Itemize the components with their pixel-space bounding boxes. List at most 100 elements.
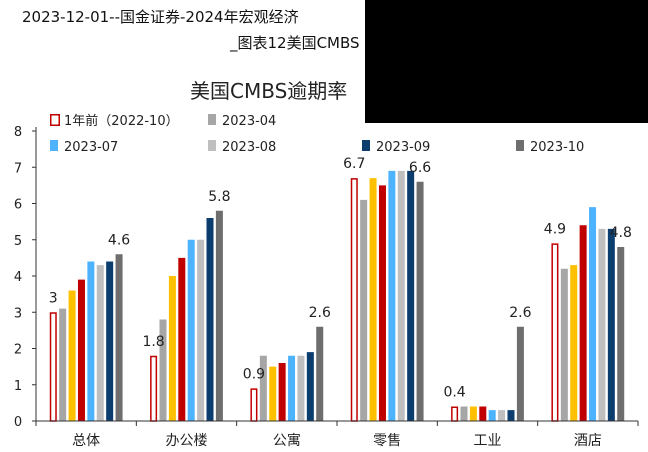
bar [598, 228, 606, 421]
data-label: 2.6 [509, 305, 531, 321]
bar [297, 355, 305, 421]
legend-label: 2023-10 [530, 140, 584, 155]
chart-legend: 1年前（2022-10） 2023-04 2023-07 2023-08 2023-09… [50, 113, 584, 155]
y-tick-label: 6 [14, 198, 22, 213]
bar [551, 243, 559, 422]
bar [369, 178, 377, 421]
bar [570, 265, 578, 421]
data-label: 4.8 [610, 225, 632, 241]
bar [68, 290, 76, 421]
data-labels: 3 4.6 1.8 5.8 0.9 2.6 6.7 6.6 0.4 2.6 4.9 4.8 [49, 156, 632, 400]
legend-swatch [50, 140, 58, 151]
bar [617, 247, 625, 421]
x-tick-label: 酒店 [574, 433, 602, 449]
bar [589, 207, 597, 421]
data-label: 5.8 [208, 189, 230, 205]
bar [250, 388, 258, 422]
legend-label: 1年前（2022-10） [64, 113, 179, 129]
bar [451, 406, 459, 422]
bar [316, 326, 324, 421]
bar [96, 265, 104, 421]
bars-group [49, 170, 625, 422]
data-label: 1.8 [142, 334, 164, 350]
bar [59, 308, 67, 421]
y-tick-label: 1 [14, 379, 22, 394]
y-tick-label: 2 [14, 343, 22, 358]
y-axis: 0 1 2 3 4 5 6 7 8 [14, 125, 37, 430]
y-tick-label: 0 [14, 415, 22, 430]
data-label: 6.7 [343, 156, 365, 172]
bar [360, 199, 368, 421]
bar [77, 279, 85, 421]
legend-label: 2023-07 [64, 140, 118, 155]
x-tick-label: 办公楼 [166, 433, 208, 449]
legend-swatch [208, 114, 216, 125]
bar [306, 352, 314, 421]
legend-swatch [208, 140, 216, 151]
bar [215, 210, 223, 421]
bar [460, 406, 468, 421]
redaction-box [365, 0, 648, 123]
bar [197, 239, 205, 421]
bar [178, 257, 186, 421]
bar [159, 319, 167, 421]
data-label: 2.6 [309, 305, 331, 321]
x-tick-label: 公寓 [273, 432, 301, 449]
legend-item: 2023-09 [362, 140, 430, 155]
x-axis: 总体 办公楼 公寓 零售 工业 酒店 [35, 420, 639, 449]
bar [87, 261, 95, 421]
bar [49, 312, 57, 422]
legend-item: 2023-08 [208, 140, 276, 155]
bar [350, 178, 358, 422]
legend-swatch [362, 140, 370, 151]
bar [168, 276, 176, 421]
bar [278, 363, 286, 421]
legend-label: 2023-08 [222, 140, 276, 155]
bar [407, 170, 415, 421]
bar [150, 355, 158, 422]
legend-item: 1年前（2022-10） [50, 113, 179, 129]
data-label: 4.9 [544, 221, 566, 237]
y-tick-label: 4 [14, 270, 22, 285]
data-label: 3 [49, 290, 58, 306]
bar [388, 170, 396, 421]
bar [579, 225, 587, 421]
legend-swatch [516, 140, 524, 151]
legend-item: 2023-04 [208, 114, 276, 129]
data-label: 0.4 [443, 385, 465, 401]
header-line-2: _图表12美国CMBS [230, 34, 360, 52]
y-tick-label: 5 [14, 234, 22, 249]
bar [115, 254, 123, 421]
bar [259, 355, 267, 421]
bar [206, 218, 214, 421]
data-label: 6.6 [409, 160, 431, 176]
bar [106, 261, 114, 421]
x-tick-label: 总体 [72, 433, 100, 449]
header-line-1: 2023-12-01--国金证券-2024年宏观经济 [22, 8, 299, 26]
bar [378, 185, 386, 421]
bar [607, 228, 615, 421]
bar [469, 406, 477, 421]
bar [269, 366, 277, 421]
y-tick-label: 3 [14, 306, 22, 321]
legend-swatch [50, 114, 60, 126]
y-tick-label: 8 [14, 125, 22, 140]
y-tick-label: 7 [14, 161, 22, 176]
legend-label: 2023-09 [376, 140, 430, 155]
bar [397, 170, 405, 421]
bar [516, 326, 524, 421]
bar [479, 406, 487, 421]
bar [560, 268, 568, 421]
bar [498, 410, 506, 421]
x-tick-label: 工业 [474, 433, 502, 449]
legend-item: 2023-07 [50, 140, 118, 155]
data-label: 0.9 [243, 366, 265, 382]
bar [187, 239, 195, 421]
bar [507, 410, 515, 421]
chart-title: 美国CMBS逾期率 [190, 79, 347, 103]
data-label: 4.6 [108, 232, 130, 248]
legend-label: 2023-04 [222, 114, 276, 129]
bar [488, 410, 496, 421]
bar [416, 181, 424, 421]
